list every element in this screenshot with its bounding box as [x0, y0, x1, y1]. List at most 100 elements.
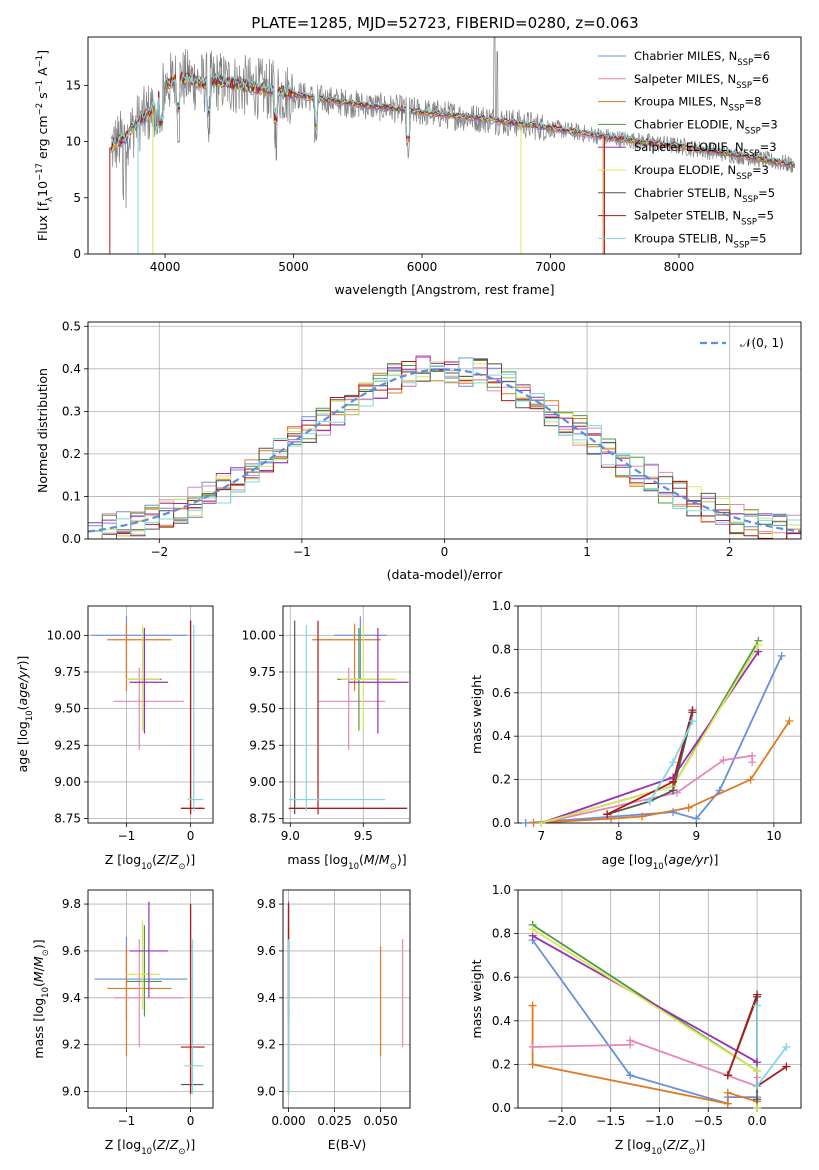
y-axis-label: Flux [fλ10−17 erg cm−2 s−1 A−1] [35, 50, 55, 241]
weight-marker-kroupa_miles [785, 717, 794, 726]
weight-marker-chabrier_miles [626, 1071, 635, 1080]
weight-marker-kroupa_miles [529, 819, 538, 827]
weight-marker-kroupa_elodie [537, 819, 546, 827]
weight-marker-salpeter_stelib [669, 777, 678, 786]
x-tick-label: 0 [187, 1114, 195, 1128]
x-axis-label: mass [log10(M/M⊙)] [287, 852, 406, 872]
x-tick-label: −1 [118, 1114, 136, 1128]
axes-frame [282, 605, 411, 824]
y-tick-label: 0.1 [62, 489, 81, 503]
y-tick-label: 9.50 [249, 702, 276, 716]
y-tick-label: 0.2 [492, 1057, 511, 1071]
y-tick-label: 0.2 [62, 447, 81, 461]
age_vs_mass-axes: 9.0 9.5 8.75 9.00 9.25 9.50 9.75 10.00 mass [log… [242, 605, 411, 872]
weight-marker-kroupa_elodie [528, 925, 537, 934]
axes-frame [282, 889, 411, 1109]
weight-line-chabrier_elodie [532, 924, 758, 1108]
weight-marker-kroupa_stelib [753, 1082, 762, 1091]
legend-label-kroupa_elodie: Kroupa ELODIE, NSSP=3 [634, 163, 769, 182]
weight-marker-chabrier_stelib [753, 1095, 762, 1104]
weight-marker-kroupa_stelib [753, 1001, 762, 1010]
weight-marker-salpeter_stelib [782, 1062, 791, 1071]
legend-label-chabrier_stelib: Chabrier STELIB, NSSP=5 [634, 186, 775, 205]
y-tick-label: 0.0 [492, 1101, 511, 1115]
weight-marker-kroupa_miles [528, 1060, 537, 1069]
y-tick-label: 8.75 [54, 812, 81, 826]
figure-title: PLATE=1285, MJD=52723, FIBERID=0280, z=0… [251, 14, 638, 32]
y-tick-label: 9.25 [54, 738, 81, 752]
x-tick-label: 1 [583, 545, 591, 559]
axes-frame [87, 321, 802, 540]
axes-frame [87, 36, 802, 255]
y-tick-label: 1.0 [492, 883, 511, 897]
observed-spectrum [110, 37, 795, 209]
weight-marker-salpeter_miles [719, 756, 728, 765]
weight_vs_Z-axes: −2.0 −1.5 −1.0 −0.5 0.0 0.0 0.2 0.4 0.6 0.8 1.0 mas… [469, 883, 802, 1157]
y-axis-label: age [log10(age/yr)] [15, 656, 35, 773]
x-tick-label: 0.0 [748, 1114, 767, 1128]
y-tick-label: 9.4 [257, 991, 276, 1005]
y-tick-label: 0.8 [492, 927, 511, 941]
y-tick-label: 10.00 [242, 628, 276, 642]
weight-marker-kroupa_elodie [753, 1104, 762, 1112]
axes-frame [517, 889, 802, 1109]
legend-label-kroupa_stelib: Kroupa STELIB, NSSP=5 [634, 231, 766, 250]
y-tick-label: 0.6 [492, 686, 511, 700]
histogram-kroupa_stelib [88, 357, 801, 539]
y-tick-label: 9.4 [62, 991, 81, 1005]
weight-marker-kroupa_elodie [753, 1066, 762, 1075]
x-axis-label: Z [log10(Z/Z⊙)] [105, 852, 195, 872]
plot-area [283, 606, 410, 823]
weight-marker-salpeter_miles [528, 1042, 537, 1051]
weight-line-chabrier_stelib [606, 712, 694, 816]
weight-marker-kroupa_stelib [645, 797, 654, 806]
x-tick-label: 2 [726, 545, 734, 559]
weight-marker-chabrier_miles [669, 808, 678, 817]
y-tick-label: 0.0 [62, 532, 81, 546]
y-tick-label: 0.3 [62, 404, 81, 418]
y-tick-label: 0.5 [62, 319, 81, 333]
y-axis-label: mass [log10(M/M⊙)] [31, 939, 51, 1058]
y-tick-label: 0.0 [492, 816, 511, 830]
weight-marker-salpeter_stelib [688, 706, 697, 715]
weight-marker-kroupa_elodie [754, 641, 763, 650]
x-axis-label: Z [log10(Z/Z⊙)] [105, 1137, 195, 1157]
y-tick-label: 0.4 [492, 729, 511, 743]
weight-line-salpeter_elodie [532, 935, 758, 1108]
x-tick-label: 9.0 [281, 829, 300, 843]
weight-line-chabrier_miles [531, 939, 758, 1108]
mass_vs_ebv-axes: 0.000 0.025 0.050 9.0 9.2 9.4 9.6 9.8 E(B-V) [257, 889, 411, 1152]
axes-frame [517, 605, 802, 824]
plot-area [518, 890, 801, 1108]
y-tick-label: 9.8 [257, 897, 276, 911]
y-tick-label: 9.6 [62, 944, 81, 958]
weight-marker-kroupa_miles [746, 775, 755, 784]
weight-marker-kroupa_stelib [688, 717, 697, 726]
x-axis-label: Z [log10(Z/Z⊙)] [615, 1137, 705, 1157]
weight-line-kroupa_stelib [756, 1005, 788, 1089]
y-tick-label: 0.6 [492, 970, 511, 984]
x-axis-label: (data-model)/error [387, 567, 504, 582]
y-tick-label: 9.50 [54, 702, 81, 716]
y-tick-label: 9.75 [54, 665, 81, 679]
y-tick-label: 9.2 [62, 1038, 81, 1052]
age_vs_Z-axes: −1 0 8.75 9.00 9.25 9.50 9.75 10.00 Z [log10(Z/Z… [15, 605, 214, 872]
plot-area [109, 37, 796, 254]
x-tick-label: 8000 [664, 260, 695, 274]
y-tick-label: 0.4 [62, 362, 81, 376]
weight-marker-kroupa_stelib [782, 1042, 791, 1051]
weight-marker-kroupa_miles [607, 814, 616, 823]
weight-line-kroupa_elodie [532, 928, 758, 1108]
weight-marker-chabrier_miles [715, 786, 724, 795]
x-tick-label: −1 [118, 829, 136, 843]
axes-frame [87, 605, 214, 824]
weight_vs_age-axes: 7 8 9 10 0.0 0.2 0.4 0.6 0.8 1.0 mass weight age [l… [469, 599, 802, 872]
weight-line-kroupa_elodie [541, 644, 760, 823]
gaussian-curve [88, 368, 801, 533]
plot-area [88, 322, 801, 539]
plot-area [283, 890, 410, 1108]
legend-label-chabrier_miles: Chabrier MILES, NSSP=6 [634, 49, 770, 68]
mass_vs_Z-axes: −1 0 9.0 9.2 9.4 9.6 9.8 Z [log10(Z/Z⊙)] mass [l… [31, 889, 214, 1157]
legend-label-salpeter_miles: Salpeter MILES, NSSP=6 [634, 72, 769, 91]
